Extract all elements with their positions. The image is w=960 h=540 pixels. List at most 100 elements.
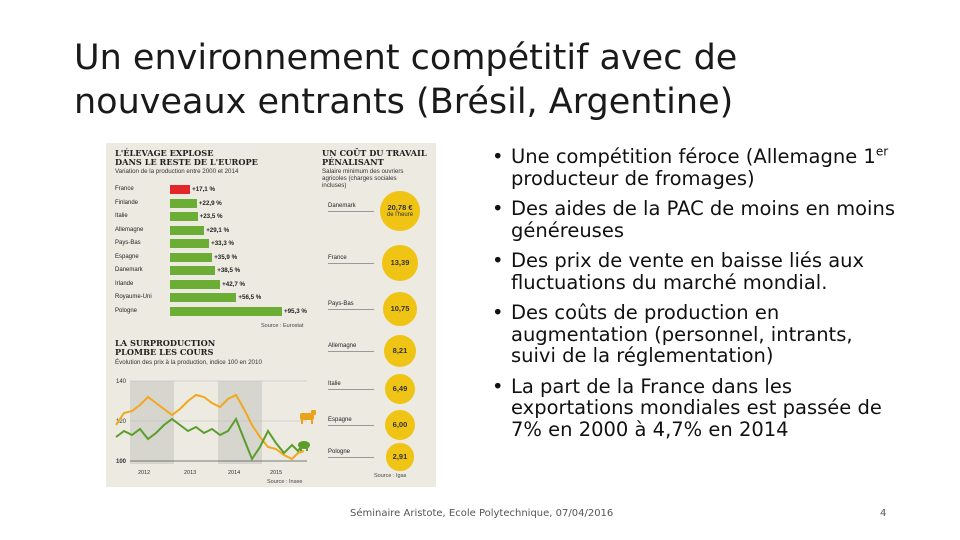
bar: [170, 266, 216, 275]
wage-country-label: Allemagne: [328, 343, 357, 349]
bar-value-label: +38,5 %: [217, 267, 241, 274]
travail-subtitle-3: incluses): [322, 182, 347, 189]
wage-circle: 2,91: [386, 443, 414, 471]
pig-icon: [298, 441, 310, 451]
bullet-item-5: • La part de la France dans les exportat…: [492, 374, 902, 441]
elevage-title-1: L'ÉLEVAGE EXPLOSE: [115, 148, 214, 158]
bar: [170, 212, 198, 221]
bar-country-label: Italie: [115, 213, 128, 219]
bar-country-label: France: [115, 186, 134, 192]
wage-leader-line: [328, 309, 374, 310]
bullet-item-2: • Des aides de la PAC de moins en moins …: [492, 198, 902, 241]
elevage-title-2: DANS LE RESTE DE L'EUROPE: [115, 157, 258, 167]
elevage-source: Source : Eurostat: [261, 323, 304, 329]
bar-value-label: +29,1 %: [206, 226, 230, 234]
bar: [170, 198, 197, 208]
bullet-dot: •: [492, 145, 504, 168]
wage-value: 13,39: [390, 258, 410, 267]
bar: [170, 306, 282, 316]
bullet-text-5: La part de la France dans les exportatio…: [511, 374, 882, 441]
bar: [170, 225, 205, 235]
wage-circle: 20,78 € de l'heure: [380, 191, 420, 231]
wage-leader-line: [328, 211, 374, 212]
bullet-list: • Une compétition féroce (Allemagne 1er …: [492, 146, 902, 449]
bar-country-label: Royaume-Uni: [115, 294, 152, 300]
ytick-120: 120: [116, 419, 127, 425]
bullet-dot: •: [492, 249, 504, 272]
cow-icon: [300, 410, 316, 424]
bullet-dot: •: [492, 374, 504, 398]
bar: [170, 239, 210, 248]
surproduction-title-1: LA SURPRODUCTION: [115, 338, 216, 348]
bar: [170, 252, 213, 262]
bullet-item-1: • Une compétition féroce (Allemagne 1er …: [492, 146, 902, 189]
bar: [170, 279, 221, 289]
bar-country-label: Espagne: [115, 253, 139, 260]
bullet-dot: •: [492, 301, 504, 324]
wage-country-label: Italie: [328, 381, 341, 387]
slide-title-line-2: nouveaux entrants (Brésil, Argentine): [74, 82, 734, 122]
slide-title-line-1: Un environnement compétitif avec de: [74, 38, 738, 78]
bar-value-label: +42,7 %: [222, 280, 246, 288]
meat-price-line: [115, 416, 305, 462]
wage-leader-line: [328, 263, 374, 264]
bar-value-label: +35,9 %: [214, 253, 238, 261]
bar-country-label: Danemark: [115, 267, 143, 273]
wage-country-label: France: [328, 255, 347, 261]
wage-value: 6,00: [392, 420, 408, 429]
xtick-2015: 2015: [270, 470, 282, 476]
travail-title-2: PÉNALISANT: [322, 157, 384, 167]
bar-value-label: +23,5 %: [199, 213, 223, 220]
bar-country-label: Finlande: [115, 199, 139, 206]
bullet-item-4: • Des coûts de production en augmentatio…: [492, 302, 902, 367]
bullet-text-4: Des coûts de production en augmentation …: [511, 301, 853, 367]
wage-country-label: Pays-Bas: [328, 301, 354, 307]
bar: [170, 185, 191, 194]
bullet-text-1-sup: er: [875, 144, 889, 159]
bullet-item-3: • Des prix de vente en baisse liés aux f…: [492, 250, 902, 293]
page-number: 4: [880, 508, 887, 519]
elevage-subtitle: Variation de la production entre 2000 et…: [115, 168, 239, 175]
bar-value-label: +95,3 %: [284, 307, 307, 315]
bar-value-label: +17,1 %: [192, 186, 215, 193]
wage-value: 8,21: [392, 346, 408, 355]
wage-value: 6,49: [392, 384, 408, 393]
bar-country-label: Allemagne: [115, 226, 144, 233]
slide-title: Un environnement compétitif avec de nouv…: [74, 36, 894, 124]
wage-country-label: Pologne: [328, 449, 351, 455]
wage-leader-line: [328, 457, 374, 458]
ytick-100: 100: [116, 459, 127, 465]
wage-circle: 6,00: [384, 409, 416, 441]
wage-value: 2,91: [392, 452, 408, 461]
bar-country-label: Pologne: [115, 307, 138, 314]
wage-value: 20,78 €: [387, 202, 413, 212]
wage-leader-line: [328, 389, 374, 390]
wage-circle: 8,21: [383, 334, 416, 368]
wage-leader-line: [328, 425, 374, 426]
price-line-chart: 140 120 100 2012 2013 2014 2015 Source :…: [115, 379, 316, 485]
travail-subtitle-1: Salaire minimum des ouvriers: [322, 168, 404, 175]
bar-country-label: Pays-Bas: [115, 240, 141, 246]
travail-source: Source : Igas: [374, 473, 407, 479]
wage-circle: 10,75: [383, 292, 417, 326]
newspaper-infographic: L'ÉLEVAGE EXPLOSE DANS LE RESTE DE L'EUR…: [106, 143, 436, 487]
xtick-2014: 2014: [228, 470, 240, 476]
xtick-2013: 2013: [184, 470, 196, 476]
bullet-dot: •: [492, 197, 504, 220]
wage-circle: 13,39: [382, 245, 418, 281]
milk-price-line: [115, 393, 305, 461]
bar-value-label: +22,9 %: [198, 199, 222, 207]
bar-country-label: Irlande: [115, 280, 134, 287]
bullet-text-1-pre: Une compétition féroce (Allemagne 1: [511, 145, 876, 168]
wage-circle: 6,49: [384, 373, 416, 405]
ytick-140: 140: [116, 379, 127, 385]
travail-subtitle-2: agricoles (charges sociales: [322, 175, 397, 182]
bullet-text-2: Des aides de la PAC de moins en moins gé…: [511, 197, 895, 242]
bar: [170, 293, 237, 302]
wage-country-label: Danemark: [328, 203, 356, 209]
xtick-2012: 2012: [138, 470, 150, 476]
bullet-text-1-post: producteur de fromages): [511, 166, 755, 190]
surproduction-source: Source : Insee: [267, 479, 302, 485]
wage-unit: de l'heure: [386, 211, 414, 218]
year-band-2014: [218, 381, 262, 464]
